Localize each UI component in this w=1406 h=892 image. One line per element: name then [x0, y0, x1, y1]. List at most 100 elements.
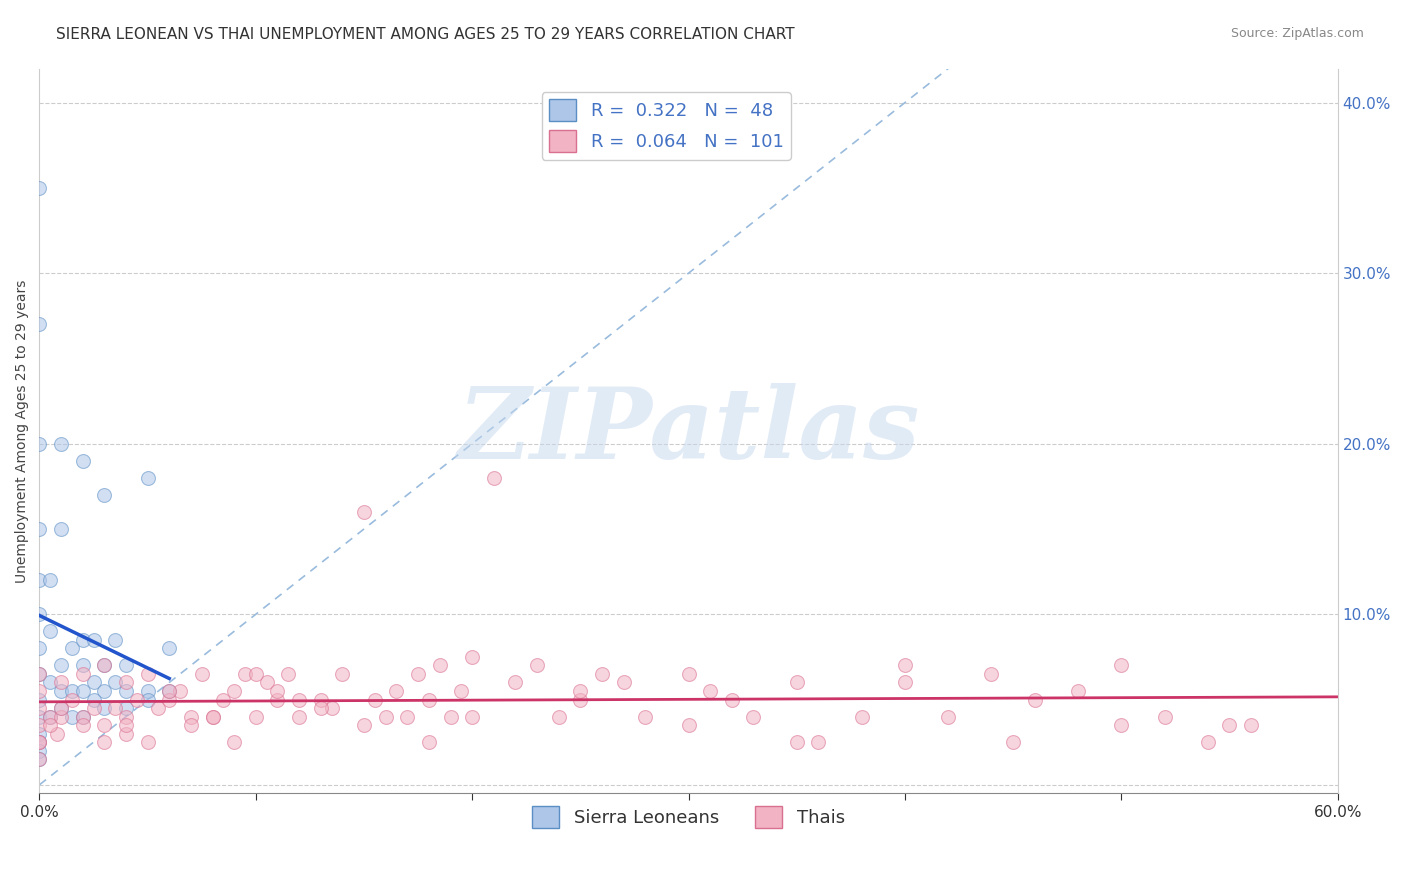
Point — [461, 649, 484, 664]
Point — [406, 667, 429, 681]
Point — [786, 675, 808, 690]
Point — [482, 471, 505, 485]
Legend: Sierra Leoneans, Thais: Sierra Leoneans, Thais — [524, 798, 852, 835]
Point — [429, 658, 451, 673]
Point — [157, 684, 180, 698]
Point — [93, 718, 115, 732]
Point — [136, 471, 159, 485]
Point — [742, 709, 765, 723]
Point — [49, 709, 72, 723]
Point — [28, 684, 51, 698]
Point — [439, 709, 461, 723]
Point — [385, 684, 408, 698]
Point — [201, 709, 224, 723]
Point — [28, 573, 51, 587]
Point — [72, 709, 94, 723]
Point — [28, 181, 51, 195]
Point — [699, 684, 721, 698]
Point — [49, 701, 72, 715]
Point — [28, 735, 51, 749]
Point — [353, 718, 375, 732]
Point — [288, 709, 311, 723]
Point — [93, 684, 115, 698]
Point — [190, 667, 212, 681]
Point — [115, 709, 138, 723]
Point — [569, 692, 592, 706]
Point — [136, 735, 159, 749]
Point — [233, 667, 256, 681]
Point — [461, 709, 484, 723]
Point — [72, 709, 94, 723]
Point — [1002, 735, 1025, 749]
Point — [93, 658, 115, 673]
Point — [28, 436, 51, 450]
Point — [72, 667, 94, 681]
Point — [28, 718, 51, 732]
Point — [93, 701, 115, 715]
Point — [104, 632, 127, 647]
Point — [125, 692, 148, 706]
Point — [613, 675, 636, 690]
Point — [330, 667, 353, 681]
Point — [634, 709, 657, 723]
Point — [309, 692, 332, 706]
Point — [396, 709, 419, 723]
Point — [1109, 718, 1132, 732]
Point — [49, 701, 72, 715]
Point — [60, 641, 83, 656]
Point — [60, 684, 83, 698]
Point — [93, 658, 115, 673]
Point — [374, 709, 396, 723]
Point — [28, 692, 51, 706]
Point — [49, 658, 72, 673]
Point — [28, 667, 51, 681]
Point — [83, 675, 105, 690]
Point — [851, 709, 873, 723]
Point — [277, 667, 299, 681]
Point — [136, 692, 159, 706]
Point — [83, 701, 105, 715]
Point — [83, 632, 105, 647]
Point — [72, 658, 94, 673]
Point — [39, 718, 62, 732]
Point — [72, 632, 94, 647]
Point — [115, 726, 138, 740]
Point — [49, 436, 72, 450]
Point — [28, 726, 51, 740]
Point — [93, 488, 115, 502]
Point — [115, 701, 138, 715]
Point — [980, 667, 1002, 681]
Point — [115, 658, 138, 673]
Point — [104, 675, 127, 690]
Point — [72, 684, 94, 698]
Point — [45, 726, 67, 740]
Point — [418, 735, 440, 749]
Point — [245, 667, 267, 681]
Point — [1240, 718, 1263, 732]
Point — [936, 709, 959, 723]
Point — [505, 675, 527, 690]
Point — [60, 709, 83, 723]
Point — [450, 684, 472, 698]
Point — [786, 735, 808, 749]
Point — [28, 607, 51, 622]
Point — [148, 701, 170, 715]
Point — [72, 718, 94, 732]
Point — [1024, 692, 1046, 706]
Text: ZIPatlas: ZIPatlas — [457, 383, 920, 479]
Point — [526, 658, 548, 673]
Point — [60, 692, 83, 706]
Point — [418, 692, 440, 706]
Point — [28, 735, 51, 749]
Point — [1067, 684, 1090, 698]
Point — [28, 641, 51, 656]
Point — [28, 318, 51, 332]
Text: Source: ZipAtlas.com: Source: ZipAtlas.com — [1230, 27, 1364, 40]
Point — [1218, 718, 1240, 732]
Point — [136, 667, 159, 681]
Point — [157, 692, 180, 706]
Point — [49, 522, 72, 536]
Point — [72, 454, 94, 468]
Point — [288, 692, 311, 706]
Point — [49, 684, 72, 698]
